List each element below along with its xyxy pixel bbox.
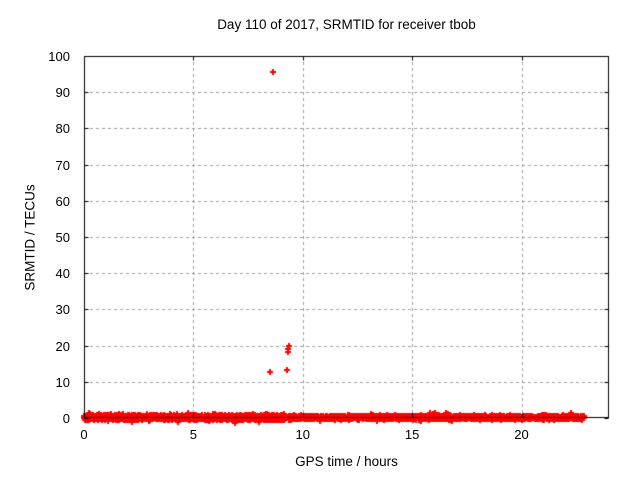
- y-tick-label: 0: [62, 411, 70, 426]
- y-tick-label: 70: [55, 157, 70, 173]
- y-tick-label: 10: [55, 374, 70, 390]
- x-tick-label: 20: [514, 427, 529, 442]
- y-tick-label: 60: [55, 193, 70, 209]
- y-tick-label: 100: [48, 49, 70, 64]
- x-axis-label: GPS time / hours: [295, 454, 398, 469]
- x-tick-label: 10: [295, 427, 310, 442]
- y-tick-label: 90: [55, 85, 70, 101]
- y-tick-label: 80: [55, 121, 70, 137]
- y-tick-label: 50: [55, 230, 70, 245]
- x-tick-label: 15: [404, 427, 420, 442]
- y-tick-label: 20: [55, 338, 70, 354]
- y-tick-label: 40: [55, 266, 70, 282]
- chart-title: Day 110 of 2017, SRMTID for receiver tbo…: [217, 17, 476, 32]
- y-tick-label: 30: [55, 302, 70, 318]
- x-tick-label: 5: [189, 427, 197, 442]
- x-tick-label: 0: [80, 427, 88, 442]
